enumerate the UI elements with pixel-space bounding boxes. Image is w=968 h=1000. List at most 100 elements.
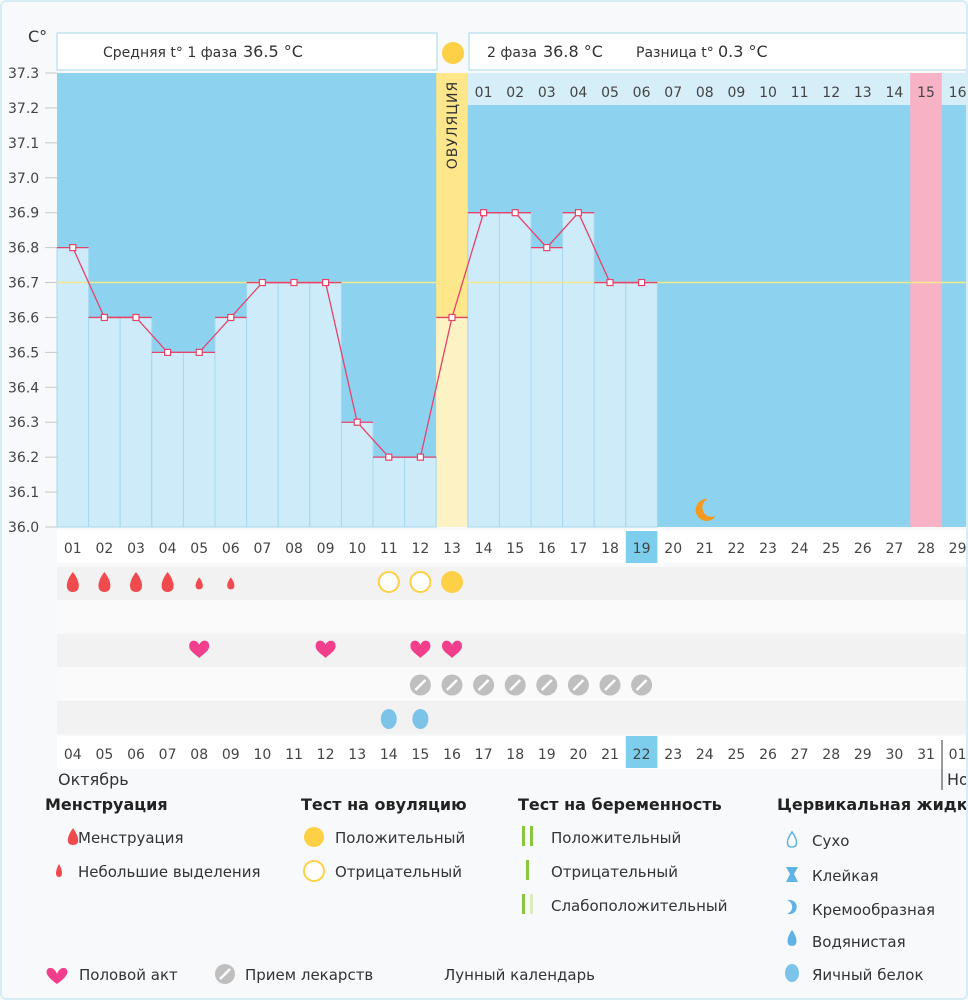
temperature-bar	[467, 212, 500, 528]
menstruation-drop-icon	[67, 828, 79, 845]
temperature-point	[227, 313, 235, 322]
sticky-icon	[786, 867, 798, 882]
legend-spotting-item: Небольшие выделения	[78, 863, 261, 881]
cycle-day-label: 10	[348, 541, 366, 557]
temperature-bar	[88, 316, 121, 528]
pregnancy-positive-line1-icon	[522, 826, 525, 846]
phase1-value: 36.5 °C	[243, 42, 303, 61]
legend-pregnancy-positive: Положительный	[551, 829, 681, 847]
phase2-day-strip	[467, 73, 968, 105]
legend-cervical-sticky: Клейкая	[812, 867, 879, 885]
calendar-date: 26	[759, 747, 777, 763]
ovulation-negative-icon	[409, 571, 432, 593]
sex-heart-icon	[442, 640, 462, 658]
ovulation-positive-icon	[441, 571, 463, 593]
calendar-date: 10	[253, 747, 271, 763]
menstruation-drop-icon	[66, 572, 79, 592]
temperature-bar	[625, 282, 658, 528]
legend-cervical-title: Цервикальная жидкость	[777, 795, 968, 814]
menstruation-drop-icon	[98, 572, 111, 592]
legend-medication: Прием лекарств	[245, 966, 373, 984]
temperature-point	[132, 313, 140, 322]
cycle-day-label: 21	[696, 541, 714, 557]
medication-pill-stripe	[572, 679, 585, 691]
cycle-day-label: 12	[411, 541, 429, 557]
temperature-bar	[214, 316, 248, 528]
cycle-day-label: 08	[285, 541, 303, 557]
cycle-day-label: 03	[127, 541, 145, 557]
marker-row-bg	[57, 601, 968, 634]
legend-cervical-dry: Сухо	[812, 832, 849, 850]
cycle-day-label: 05	[190, 541, 208, 557]
egg-white-icon	[380, 709, 397, 729]
temperature-point	[448, 313, 456, 322]
phase2-label: 2 фаза	[487, 45, 537, 61]
phase1-label: Средняя t° 1 фаза	[103, 45, 237, 61]
calendar-date: 30	[885, 747, 903, 763]
ovulation-negative-icon	[377, 571, 400, 593]
legend-lunar: Лунный календарь	[444, 966, 595, 984]
cycle-day-label: 15	[506, 541, 524, 557]
calendar-date: 16	[443, 747, 461, 763]
temperature-bar	[277, 282, 311, 528]
pregnancy-positive-line2-icon	[530, 826, 533, 846]
phase2-day-label: 16	[949, 85, 967, 101]
legend-sex: Половой акт	[79, 966, 178, 984]
temperature-bar	[593, 282, 627, 528]
medication-pill-stripe	[414, 679, 427, 691]
temperature-bar	[309, 282, 342, 528]
menstruation-drop-icon	[161, 572, 174, 592]
calendar-date: 27	[791, 747, 809, 763]
temperature-bar	[340, 421, 374, 528]
legend-cervical-watery: Водянистая	[812, 933, 906, 951]
phase2-day-label: 08	[696, 85, 714, 101]
calendar-date: 25	[727, 747, 745, 763]
legend-pregnancy-weak: Слабоположительный	[551, 897, 727, 915]
pregnancy-negative-icon	[526, 860, 529, 880]
y-tick-label: 37.2	[8, 101, 39, 117]
ovulation-sun-icon	[442, 42, 464, 64]
phase2-day-label: 10	[759, 85, 777, 101]
temperature-bar	[372, 456, 406, 528]
temperature-bar	[498, 212, 532, 528]
plot-area: 37.3 37.2 37.1 37.0 36.9 36.8 36.7 36.6 36.5 36.4…	[8, 66, 968, 563]
difference-label: Разница t°	[636, 45, 714, 61]
phase2-day-label: 06	[633, 85, 651, 101]
y-tick-label: 36.3	[8, 415, 39, 431]
temperature-point	[164, 348, 172, 356]
temperature-point	[353, 418, 361, 426]
calendar-row-bg	[57, 736, 968, 769]
calendar-date: 04	[64, 747, 82, 763]
phase2-day-label: 11	[791, 85, 809, 101]
calendar-date: 31	[917, 747, 935, 763]
ovulation-negative-icon	[303, 860, 325, 882]
watery-icon	[787, 930, 797, 946]
cycle-day-label: 06	[222, 541, 240, 557]
cycle-day-label: 23	[759, 541, 777, 557]
legend-pregnancy-test-title: Тест на беременность	[518, 795, 722, 814]
phase2-day-label: 02	[506, 85, 524, 101]
cycle-day-label: 29	[949, 541, 967, 557]
calendar-date: 17	[475, 747, 493, 763]
legend: Менструация Менструация Небольшие выделе…	[45, 795, 968, 984]
phase2-day-highlight	[910, 73, 942, 105]
phase2-day-label: 04	[569, 85, 587, 101]
legend-ovulation-positive: Положительный	[335, 829, 465, 847]
medication-pill-stripe	[477, 679, 490, 691]
temperature-bar	[119, 316, 153, 528]
cycle-day-label: 09	[317, 541, 335, 557]
sex-heart-icon	[410, 640, 431, 658]
pregnancy-weak-line2-icon	[530, 894, 533, 914]
cycle-day-label: 04	[159, 541, 177, 557]
cycle-day-label: 27	[885, 541, 903, 557]
calendar-date: 19	[538, 747, 556, 763]
calendar-date: 06	[127, 747, 145, 763]
temperature-point	[69, 244, 77, 252]
cycle-day-label: 28	[917, 541, 935, 557]
temperature-bar	[530, 247, 564, 528]
phase2-day-label: 15	[917, 85, 935, 101]
calendar-date: 14	[380, 747, 398, 763]
ovulation-positive-icon	[304, 827, 324, 847]
cycle-day-label: 26	[854, 541, 872, 557]
calendar-date: 12	[317, 747, 335, 763]
